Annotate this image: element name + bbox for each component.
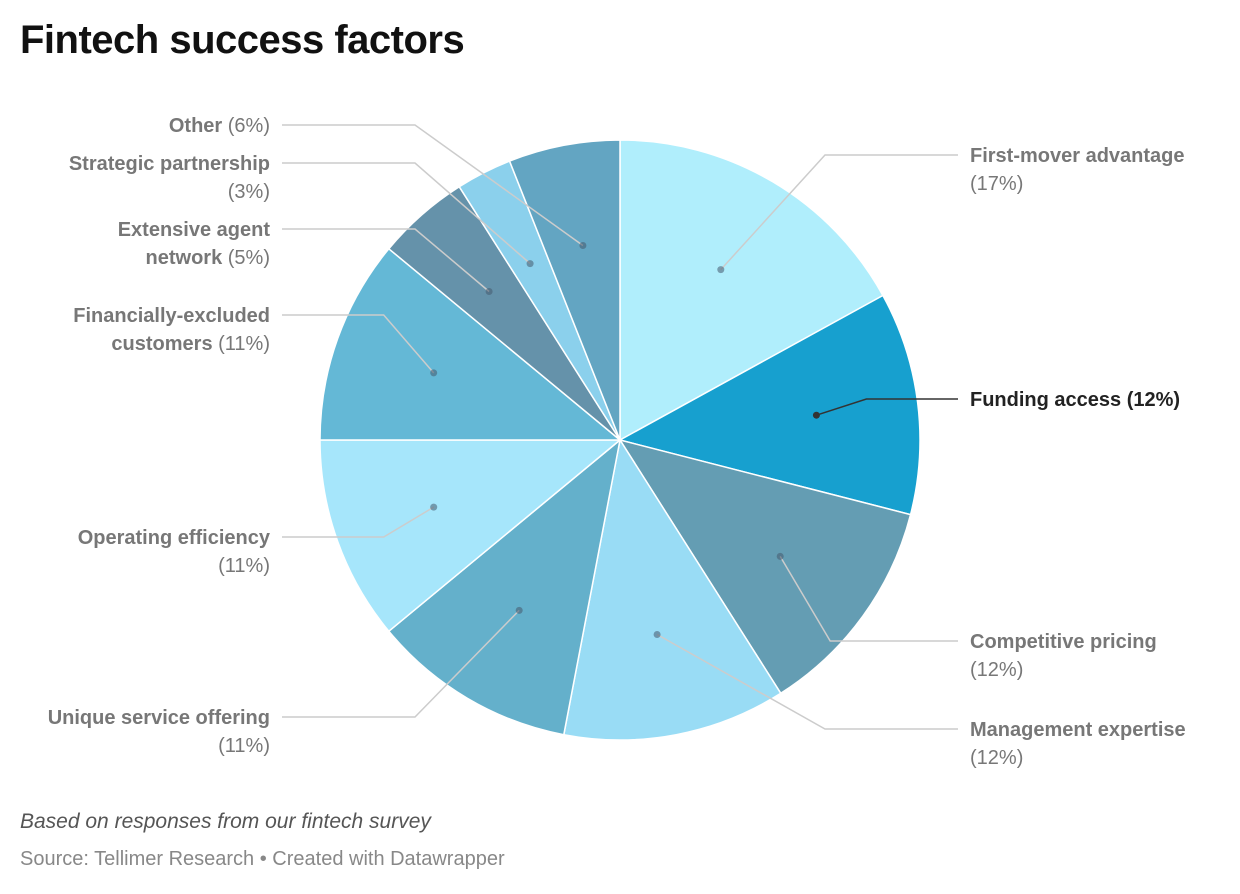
leader-line-other (282, 124, 584, 247)
leader-dot-funding-access (812, 411, 820, 419)
leader-line-competitive-pricing (779, 556, 958, 642)
slice-label-operating-efficiency: Operating efficiency (11%) (78, 527, 271, 577)
leader-dot-first-mover-advantage (717, 266, 725, 274)
slice-label-strategic-partnership: Strategic partnership (3%) (69, 153, 270, 203)
leader-line-extensive-agent-network (282, 228, 490, 293)
slice-label-other: Other (6%) (169, 115, 270, 137)
chart-source: Source: Tellimer Research • Created with… (20, 848, 505, 870)
leader-dot-unique-service-offering (515, 606, 523, 614)
leader-line-first-mover-advantage (720, 154, 958, 271)
leader-dot-management-expertise (653, 631, 661, 638)
leader-dot-competitive-pricing (776, 552, 784, 560)
slice-label-management-expertise: Management expertise (12%) (970, 719, 1186, 769)
slice-label-competitive-pricing: Competitive pricing (12%) (970, 631, 1157, 681)
slice-label-funding-access: Funding access (12%) (970, 389, 1180, 411)
pie-slice-management-expertise (562, 437, 782, 741)
leader-line-strategic-partnership (282, 162, 531, 265)
leader-dot-operating-efficiency (430, 503, 438, 511)
pie-slice-unique-service-offering (387, 438, 622, 736)
pie-slices (319, 139, 921, 741)
leader-line-funding-access (816, 398, 958, 416)
pie-slice-other (508, 139, 621, 441)
pie-slice-competitive-pricing (618, 438, 912, 695)
pie-slice-first-mover-advantage (619, 139, 884, 442)
slice-label-extensive-agent-network: Extensive agent network (5%) (118, 219, 271, 269)
pie-slice-financially-excluded-customers (319, 247, 623, 441)
slice-labels: First-mover advantage (17%) Funding access… (48, 115, 1186, 769)
leader-line-financially-excluded-customers (282, 314, 435, 374)
chart-title: Fintech success factors (20, 18, 465, 62)
leader-dot-strategic-partnership (526, 260, 534, 268)
leader-dot-financially-excluded-customers (430, 369, 438, 377)
leader-line-operating-efficiency (282, 506, 435, 538)
leader-dot-other (579, 242, 587, 249)
slice-label-first-mover-advantage: First-mover advantage (17%) (970, 145, 1185, 195)
leader-line-management-expertise (656, 633, 958, 730)
slice-label-financially-excluded-customers: Financially-excluded customers (11%) (73, 305, 270, 355)
leader-line-unique-service-offering (282, 609, 520, 718)
leader-dot-extensive-agent-network (485, 288, 493, 295)
chart-notes: Based on responses from our fintech surv… (20, 810, 431, 833)
slice-label-unique-service-offering: Unique service offering (11%) (48, 707, 270, 757)
pie-slice-operating-efficiency (319, 439, 623, 633)
label-leader-lines (282, 124, 958, 730)
pie-slice-funding-access (617, 294, 921, 516)
